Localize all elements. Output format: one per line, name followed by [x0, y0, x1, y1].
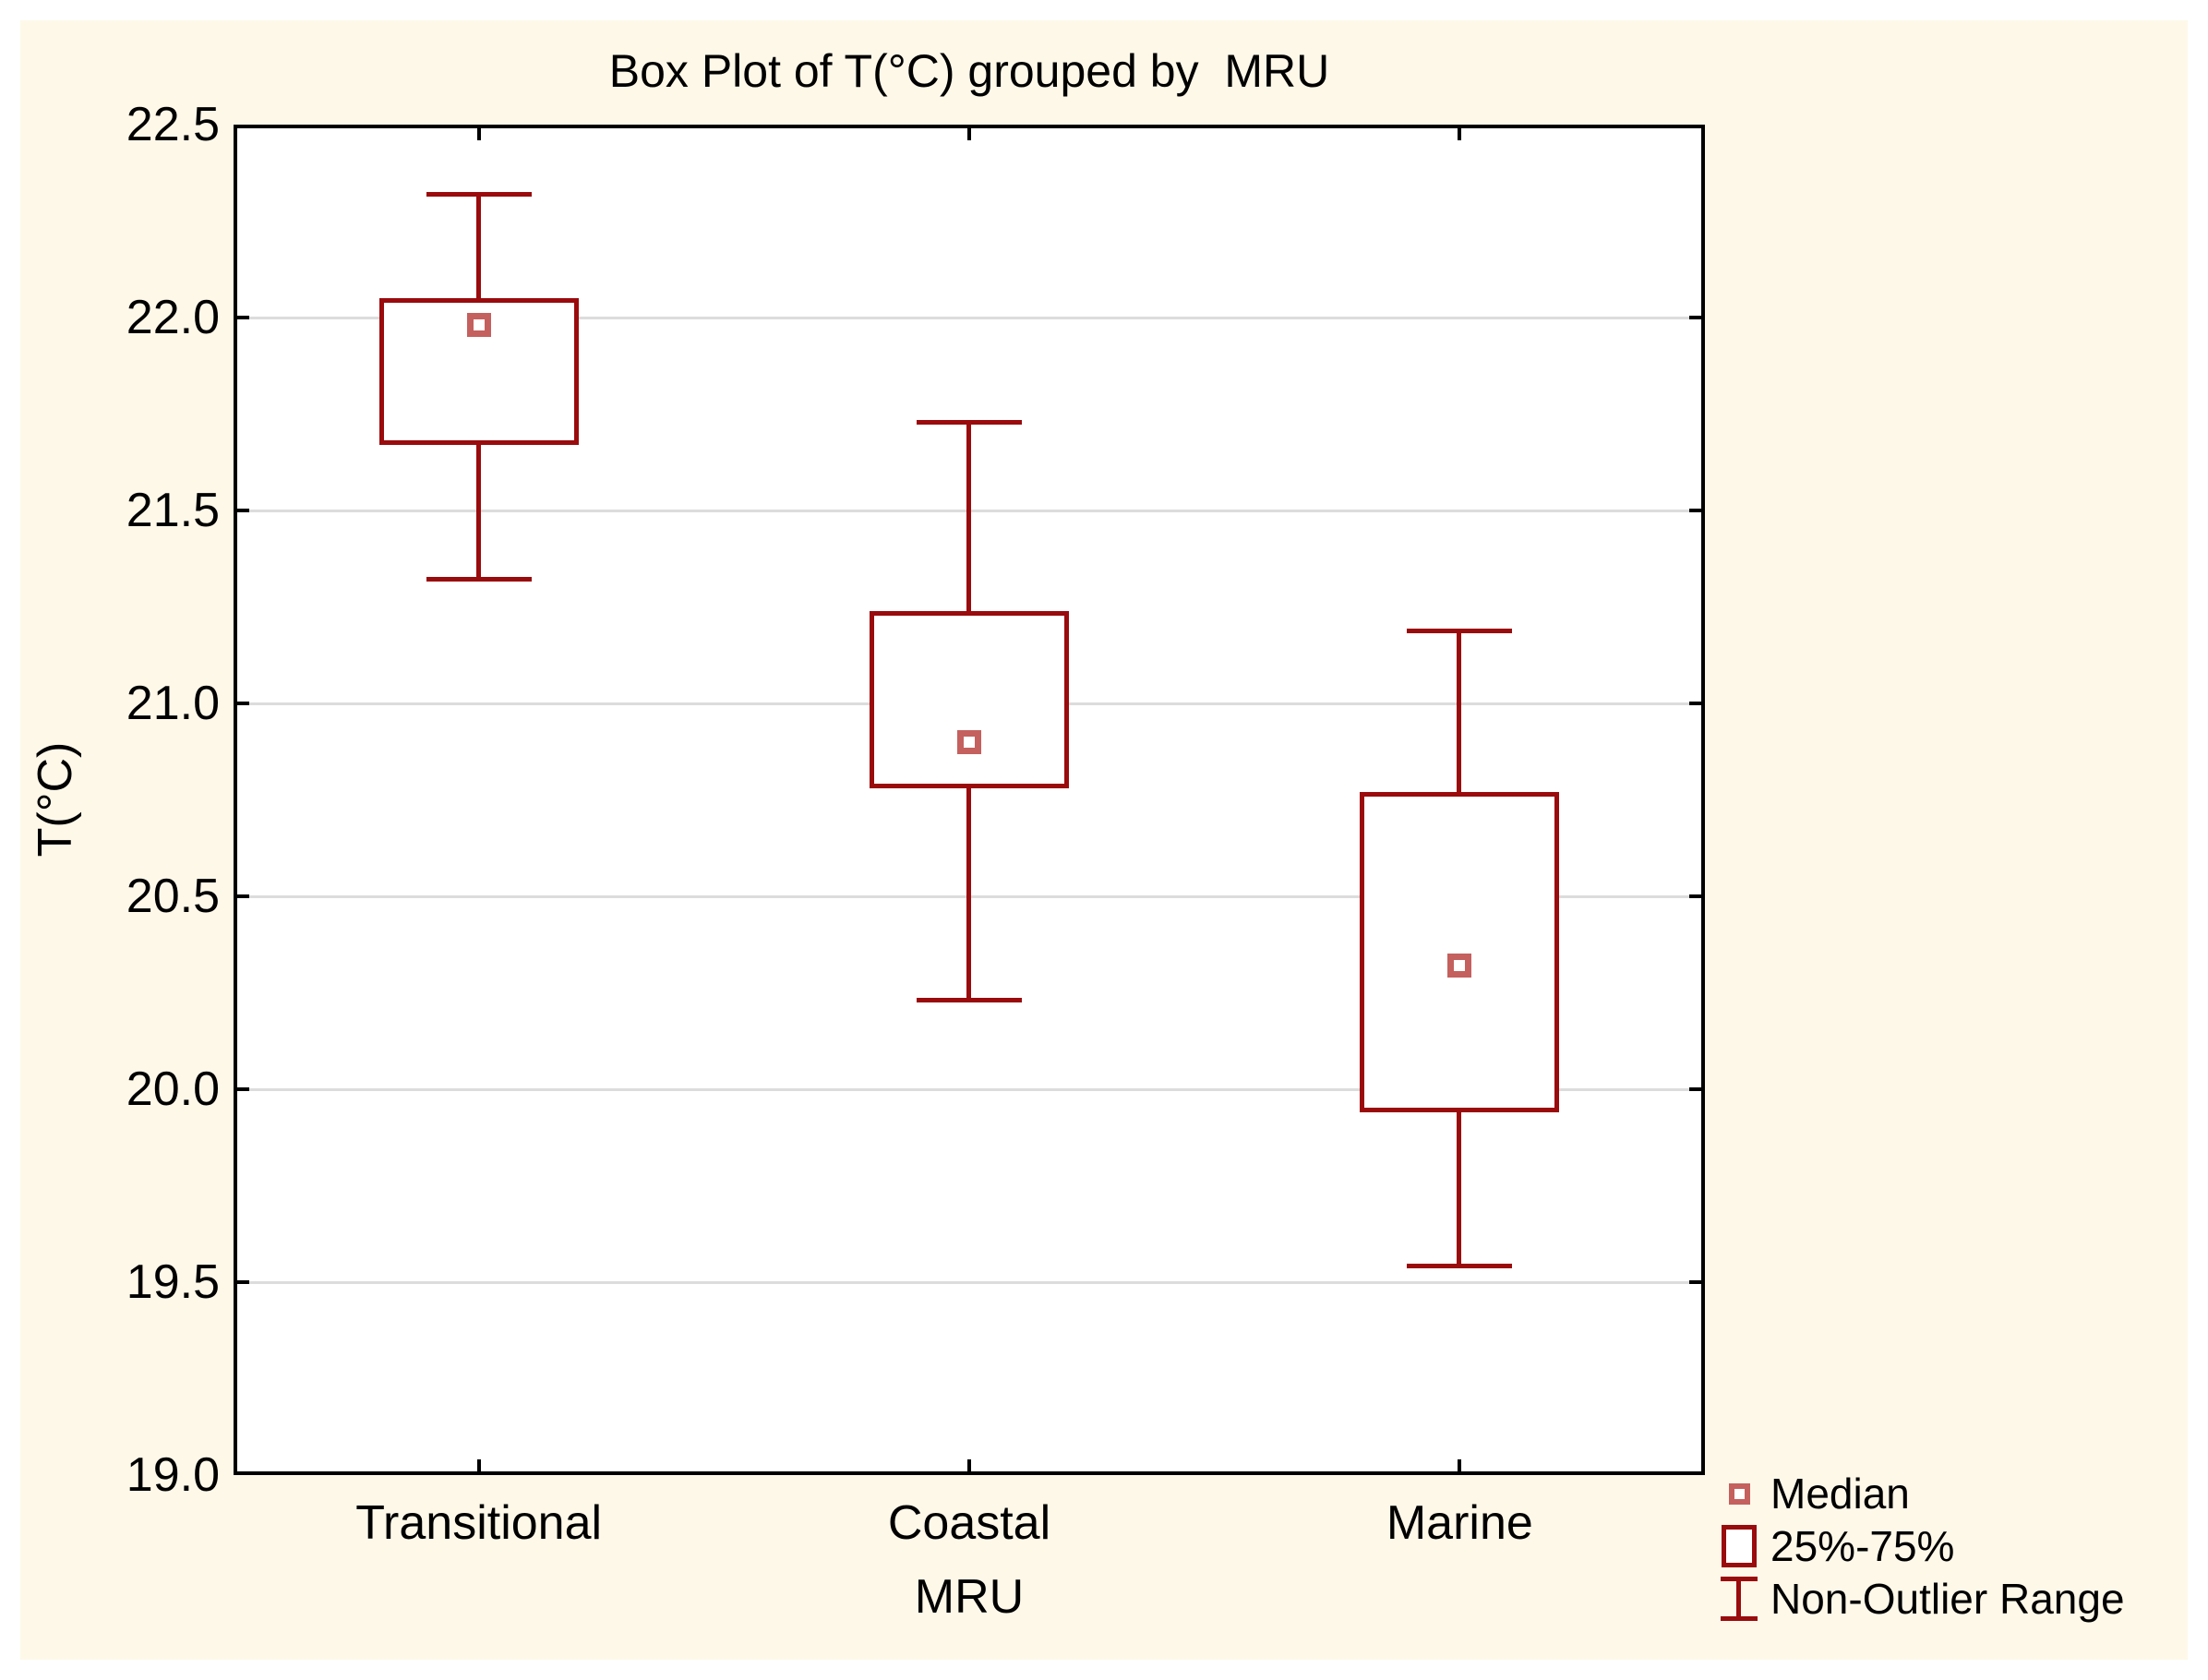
median-marker-coastal	[957, 729, 981, 754]
y-axis-tick	[1689, 702, 1701, 705]
legend-item-median: Median	[1713, 1468, 1910, 1519]
gridline	[237, 1281, 1701, 1284]
x-axis-tick	[476, 1459, 481, 1471]
median-marker-icon	[1728, 1482, 1750, 1505]
y-tick-label: 21.0	[126, 677, 220, 730]
y-tick-label: 21.5	[126, 484, 220, 537]
y-axis-title: T(°C)	[29, 741, 82, 858]
legend-label-non-outlier-range: Non-Outlier Range	[1770, 1575, 2125, 1623]
whisker-cap-lower-transitional	[426, 577, 532, 582]
chart-title: Box Plot of T(°C) grouped by MRU	[608, 45, 1330, 97]
y-tick-label: 19.0	[126, 1448, 220, 1502]
y-axis-tick	[237, 316, 249, 319]
x-axis-tick	[1458, 128, 1462, 140]
gridline	[237, 317, 1701, 319]
x-axis-tick	[476, 128, 481, 140]
whisker-cap-upper-coastal	[917, 419, 1022, 425]
y-axis-tick	[1689, 1280, 1701, 1284]
iqr-box-icon	[1722, 1525, 1757, 1567]
y-axis-tick	[1689, 894, 1701, 898]
iqr-box-coastal	[870, 610, 1069, 788]
median-marker-marine	[1447, 954, 1472, 978]
y-tick-label: 19.5	[126, 1255, 220, 1309]
y-tick-label: 22.0	[126, 291, 220, 344]
y-axis-tick	[237, 1087, 249, 1091]
y-tick-label: 22.5	[126, 98, 220, 151]
y-axis-tick	[237, 894, 249, 898]
whisker-range-icon	[1721, 1577, 1758, 1621]
y-tick-label: 20.5	[126, 870, 220, 923]
x-axis-tick	[967, 128, 971, 140]
y-axis-tick	[1689, 509, 1701, 512]
category-label-coastal: Coastal	[887, 1496, 1051, 1550]
whisker-cap-lower-coastal	[917, 997, 1022, 1002]
gridline	[237, 1088, 1701, 1091]
category-label-transitional: Transitional	[355, 1496, 603, 1550]
y-axis-tick	[1689, 1087, 1701, 1091]
y-tick-label: 20.0	[126, 1062, 220, 1116]
median-marker-transitional	[466, 313, 491, 338]
whisker-cap-lower-marine	[1407, 1264, 1513, 1269]
whisker-cap-upper-transitional	[426, 192, 532, 198]
y-axis-tick	[237, 1280, 249, 1284]
whisker-cap-upper-marine	[1407, 628, 1513, 633]
iqr-box-marine	[1360, 792, 1560, 1113]
x-axis-tick	[967, 1459, 971, 1471]
legend-label-median: Median	[1770, 1470, 1910, 1518]
y-axis-tick	[237, 509, 249, 512]
legend-label-iqr: 25%-75%	[1770, 1522, 1955, 1570]
legend-item-iqr-box: 25%-75%	[1713, 1520, 1954, 1572]
x-axis-title: MRU	[914, 1570, 1025, 1624]
category-label-marine: Marine	[1386, 1496, 1533, 1550]
y-axis-tick	[237, 702, 249, 705]
legend-item-non-outlier-range: Non-Outlier Range	[1713, 1573, 2125, 1625]
x-axis-tick	[1458, 1459, 1462, 1471]
y-axis-tick	[1689, 316, 1701, 319]
